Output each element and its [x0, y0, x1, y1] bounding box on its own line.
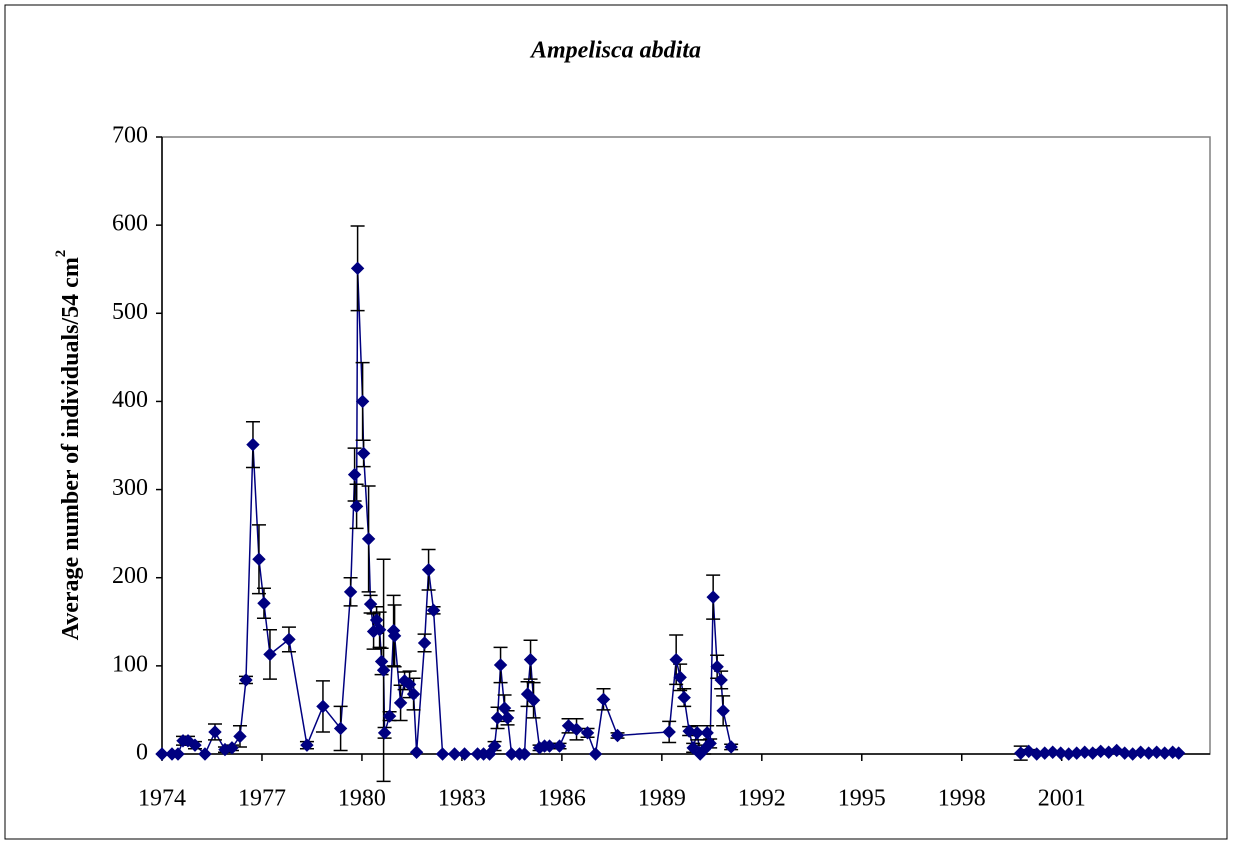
data-point — [673, 670, 687, 685]
plot-area — [161, 136, 1211, 755]
data-point — [490, 711, 505, 725]
x-tick-label: 1995 — [838, 786, 886, 812]
y-axis-label: Average number of individuals/54 cm2 — [53, 250, 83, 641]
data-point — [542, 739, 557, 753]
data-point — [447, 747, 462, 761]
data-point — [724, 740, 738, 754]
data-point — [610, 728, 625, 743]
data-point — [523, 652, 538, 667]
data-point — [382, 709, 397, 723]
data-point — [343, 585, 358, 599]
data-point — [257, 596, 271, 610]
y-axis-label-text: Average number of individuals/54 cm — [58, 257, 84, 640]
data-point — [246, 437, 260, 452]
data-point — [300, 738, 314, 752]
data-point — [372, 623, 387, 637]
data-point — [376, 663, 391, 677]
data-point — [714, 673, 728, 687]
data-point — [426, 603, 441, 618]
data-point — [706, 590, 720, 604]
data-point — [393, 696, 408, 710]
data-point — [677, 690, 691, 705]
data-point — [526, 693, 541, 707]
data-point — [517, 747, 532, 761]
data-point — [457, 747, 472, 761]
y-tick-label: 0 — [136, 740, 148, 766]
data-point — [171, 747, 185, 761]
chart-title: Ampelisca abdita — [529, 38, 701, 64]
data-point — [350, 261, 365, 276]
data-point — [252, 552, 266, 566]
data-point — [1133, 745, 1148, 759]
data-point — [409, 745, 424, 759]
x-tick-label: 1974 — [138, 786, 186, 812]
data-point — [1077, 745, 1092, 759]
data-point — [355, 394, 370, 409]
data-point — [1046, 745, 1060, 759]
data-point — [263, 647, 277, 662]
data-point — [402, 677, 417, 692]
data-point — [198, 747, 212, 761]
x-tick-label: 1977 — [238, 786, 286, 812]
data-point — [703, 736, 717, 751]
data-point — [316, 699, 330, 714]
x-tick-label: 2001 — [1038, 786, 1086, 812]
y-tick-label: 700 — [112, 123, 148, 149]
data-point — [155, 747, 169, 761]
data-point — [716, 704, 730, 718]
y-tick-label: 500 — [112, 299, 148, 325]
y-tick-label: 100 — [112, 651, 148, 677]
data-point — [493, 658, 508, 672]
data-point — [669, 652, 683, 667]
data-point — [361, 532, 376, 546]
data-point — [1171, 746, 1186, 760]
data-point — [435, 747, 450, 761]
data-point — [347, 467, 362, 482]
data-point — [406, 687, 421, 701]
data-point — [363, 597, 378, 611]
data-point — [588, 747, 603, 761]
data-point — [377, 726, 392, 740]
x-tick-label: 1998 — [938, 786, 986, 812]
data-point — [282, 632, 296, 647]
data-point — [349, 499, 364, 514]
y-tick-label: 400 — [112, 387, 148, 413]
data-point — [1093, 744, 1108, 759]
data-point — [700, 726, 714, 740]
data-point — [1054, 746, 1068, 760]
y-tick-label: 600 — [112, 211, 148, 237]
x-tick-label: 1983 — [438, 786, 486, 812]
data-point — [500, 711, 515, 725]
data-point — [596, 692, 611, 707]
data-point — [710, 660, 724, 674]
x-tick-label: 1989 — [638, 786, 686, 812]
data-point — [569, 722, 584, 737]
x-tick-label: 1992 — [738, 786, 786, 812]
y-axis-label-sup: 2 — [53, 250, 69, 258]
data-point — [356, 446, 371, 461]
data-point — [1117, 746, 1132, 760]
data-point — [333, 721, 348, 736]
y-tick-label: 200 — [112, 563, 148, 589]
data-point — [487, 739, 502, 753]
data-point — [662, 725, 676, 739]
data-point — [387, 629, 402, 643]
data-point — [482, 747, 497, 761]
data-point — [225, 741, 239, 755]
x-tick-label: 1980 — [338, 786, 386, 812]
data-point — [417, 636, 432, 650]
data-point — [552, 739, 567, 753]
y-tick-label: 300 — [112, 475, 148, 501]
x-tick-label: 1986 — [538, 786, 586, 812]
data-point — [580, 726, 595, 740]
data-point — [188, 738, 202, 752]
data-point — [690, 726, 704, 740]
data-point — [686, 741, 700, 755]
data-point — [421, 563, 436, 577]
data-point — [233, 729, 247, 744]
data-point — [208, 725, 222, 739]
data-point — [239, 673, 253, 687]
data-point — [1149, 745, 1164, 759]
